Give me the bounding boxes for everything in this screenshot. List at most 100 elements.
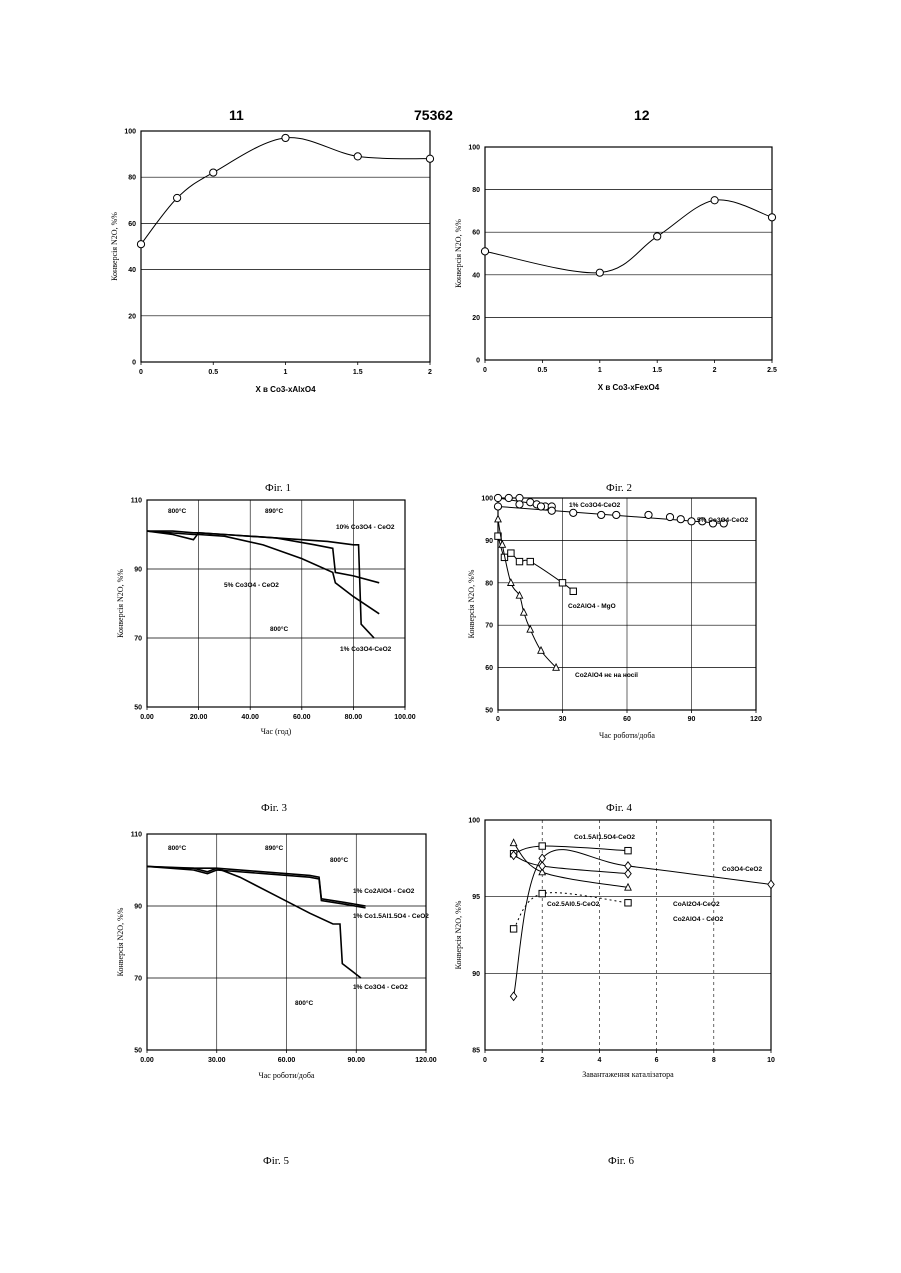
data-point: [282, 134, 289, 141]
data-point: [510, 992, 516, 1000]
x-tick-label: 100.00: [394, 714, 416, 721]
data-point: [625, 900, 631, 906]
y-axis-label: Конверсія N2O, %%: [454, 219, 463, 288]
y-axis-label: Конверсія N2O, %%: [110, 212, 119, 281]
data-point: [354, 153, 361, 160]
plot-frame: [147, 500, 405, 707]
series-line: [141, 138, 430, 245]
series-label: CoAl2O4-CeO2: [673, 901, 720, 908]
y-tick-label: 90: [472, 971, 480, 978]
data-point: [505, 494, 512, 501]
x-tick-label: 1: [598, 367, 602, 374]
x-axis-label: Час роботи/доба: [599, 731, 655, 740]
data-point: [570, 588, 576, 594]
data-point: [598, 511, 605, 518]
series-line: [147, 531, 379, 583]
y-tick-label: 100: [481, 496, 493, 503]
series-label: 5% Co3O4-CeO2: [697, 517, 749, 524]
x-tick-label: 0.00: [140, 1057, 154, 1064]
data-point: [495, 516, 501, 522]
data-point: [510, 926, 516, 932]
x-axis-label: Час роботи/доба: [259, 1071, 315, 1080]
x-tick-label: 60.00: [293, 714, 311, 721]
y-tick-label: 60: [128, 221, 136, 228]
y-tick-label: 80: [128, 175, 136, 182]
temperature-annotation: 800°C: [295, 999, 313, 1007]
y-tick-label: 70: [485, 623, 493, 630]
x-tick-label: 90.00: [347, 1057, 365, 1064]
data-point: [768, 880, 774, 888]
series-label: 1% Co3O4-CeO2: [569, 502, 621, 509]
chart-fig4: 50607080901000306090120Час роботи/добаКо…: [467, 494, 762, 740]
data-point: [174, 194, 181, 201]
data-point: [516, 501, 523, 508]
x-tick-label: 60: [623, 716, 631, 723]
y-tick-label: 100: [468, 818, 480, 825]
y-tick-label: 80: [485, 580, 493, 587]
temperature-annotation: 890°C: [265, 507, 283, 515]
chart-fig2: 02040608010000.511.522.5X в Co3-xFexO4Ко…: [454, 145, 777, 393]
y-axis-label: Конверсія N2O, %%: [116, 569, 125, 638]
data-point: [711, 197, 718, 204]
chart-fig6: 8590951000246810Завантаження каталізатор…: [454, 818, 775, 1080]
series-label: Co2.5Al0.5-CeO2: [547, 901, 600, 908]
series-label: Co1.5Al1.5O4-CeO2: [574, 834, 635, 841]
x-tick-label: 0.00: [140, 714, 154, 721]
series-label: 1% Co3O4-CeO2: [340, 646, 392, 653]
y-tick-label: 85: [472, 1048, 480, 1055]
data-point: [516, 558, 522, 564]
y-tick-label: 110: [131, 832, 142, 839]
data-point: [527, 626, 533, 632]
y-tick-label: 50: [485, 708, 493, 715]
data-point: [613, 511, 620, 518]
plot-frame: [485, 820, 771, 1050]
x-tick-label: 2: [428, 369, 432, 376]
x-tick-label: 80.00: [345, 714, 363, 721]
x-tick-label: 8: [712, 1057, 716, 1064]
y-tick-label: 50: [134, 705, 142, 712]
data-point: [559, 580, 565, 586]
series-label: 1% Co3O4 - CeO2: [353, 984, 408, 991]
series-label: 5% Co3O4 - CeO2: [224, 582, 279, 589]
y-tick-label: 100: [468, 145, 480, 152]
chart-fig1: 02040608010000.511.52X в Co3-xAlxO4Конве…: [110, 129, 434, 395]
data-point: [654, 233, 661, 240]
y-tick-label: 80: [472, 187, 480, 194]
data-point: [625, 847, 631, 853]
x-tick-label: 1.5: [652, 367, 662, 374]
data-point: [677, 516, 684, 523]
x-tick-label: 0.5: [208, 369, 218, 376]
data-point: [137, 241, 144, 248]
x-tick-label: 0.5: [538, 367, 548, 374]
temperature-annotation: 800°C: [330, 856, 348, 864]
series-line: [485, 200, 772, 273]
temperature-annotation: 890°C: [265, 844, 283, 852]
x-tick-label: 2: [713, 367, 717, 374]
x-tick-label: 1: [284, 369, 288, 376]
y-tick-label: 70: [134, 976, 142, 983]
y-tick-label: 90: [485, 538, 493, 545]
x-tick-label: 0: [483, 1057, 487, 1064]
temperature-annotation: 800°C: [168, 507, 186, 515]
data-point: [666, 513, 673, 520]
data-point: [539, 843, 545, 849]
x-tick-label: 10: [767, 1057, 775, 1064]
plot-frame: [141, 131, 430, 362]
y-tick-label: 95: [472, 894, 480, 901]
y-tick-label: 50: [134, 1048, 142, 1055]
y-tick-label: 90: [134, 567, 142, 574]
series-line: [147, 866, 366, 907]
x-tick-label: 30: [559, 716, 567, 723]
temperature-annotation: 800°C: [168, 844, 186, 852]
data-point: [548, 507, 555, 514]
x-tick-label: 90: [688, 716, 696, 723]
data-point: [481, 248, 488, 255]
data-point: [570, 509, 577, 516]
y-tick-label: 20: [128, 313, 136, 320]
y-tick-label: 0: [476, 358, 480, 365]
x-tick-label: 6: [655, 1057, 659, 1064]
data-point: [510, 839, 516, 845]
series-label: Co2AlO4 - CeO2: [673, 916, 724, 923]
data-point: [768, 214, 775, 221]
